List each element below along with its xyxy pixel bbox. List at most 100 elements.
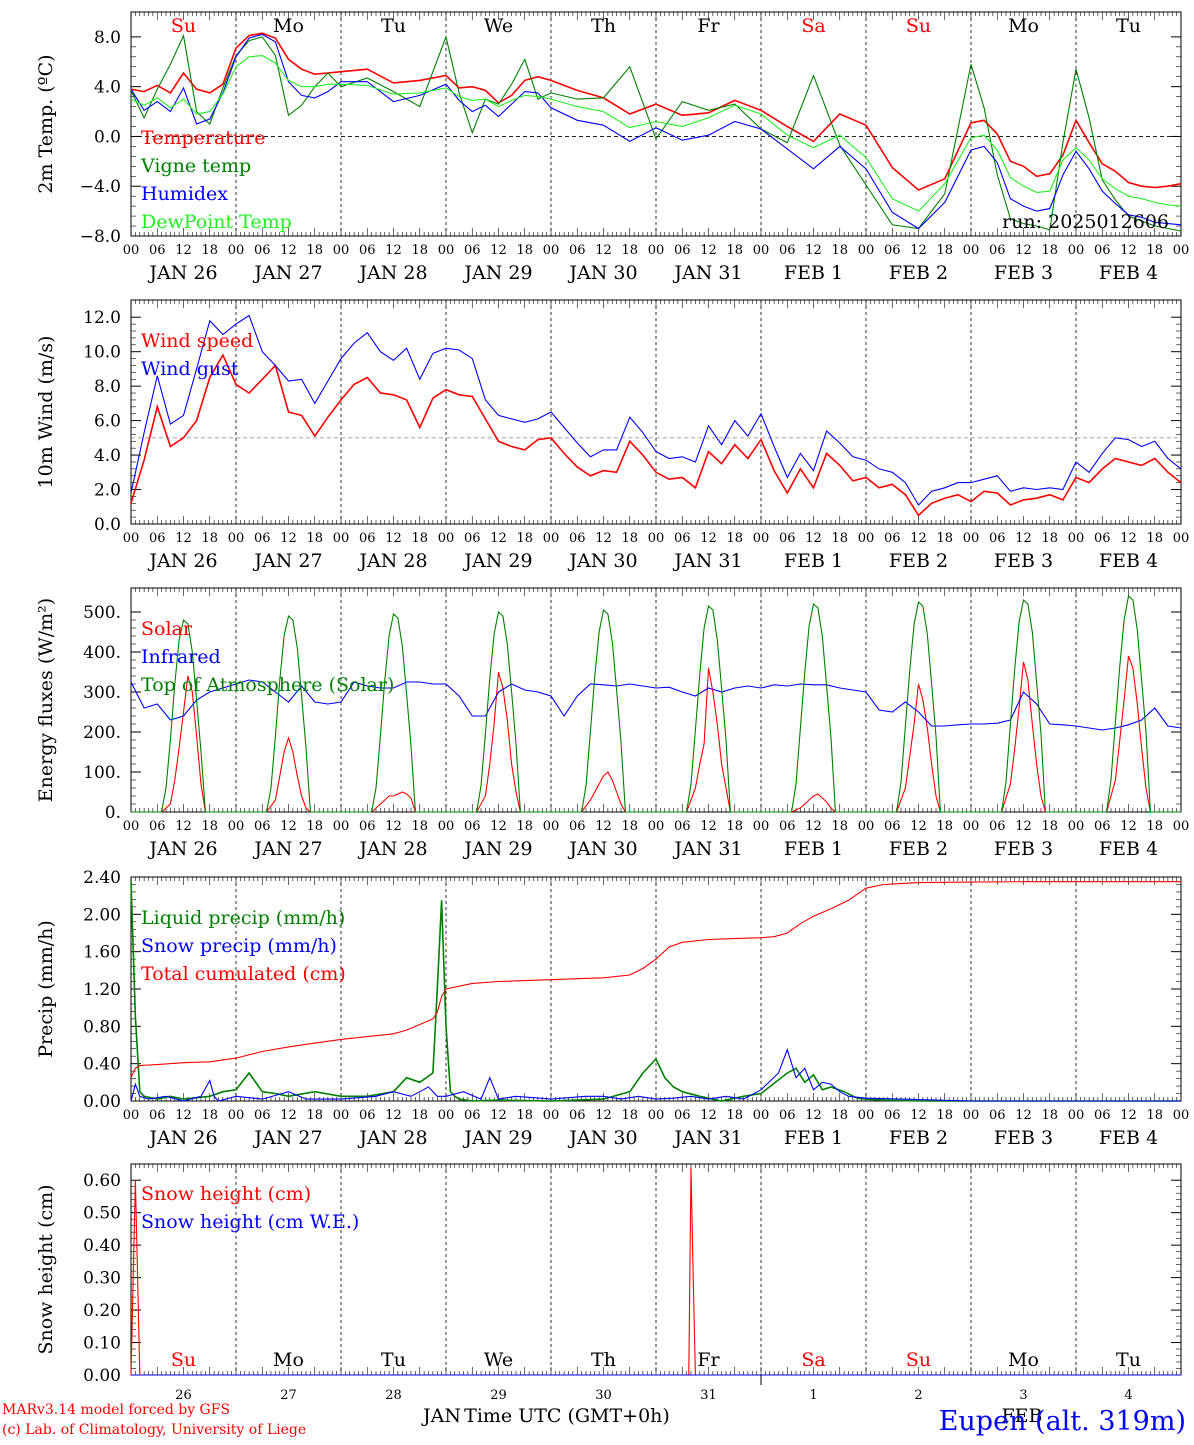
plot-frame <box>130 11 1182 237</box>
x-hour-label: 00 <box>1173 531 1190 546</box>
weekday-label: Sa <box>801 15 825 37</box>
legend-entry: Wind gust <box>141 358 239 380</box>
y-tick-label: 2.0 <box>94 481 121 501</box>
day-number-label: 31 <box>700 1388 717 1403</box>
x-hour-label: 00 <box>858 531 875 546</box>
x-hour-label: 00 <box>963 819 980 834</box>
y-tick-label: 0.40 <box>83 1055 121 1075</box>
x-hour-label: 06 <box>779 243 796 258</box>
y-tick-label: 0.40 <box>83 1236 121 1256</box>
x-hour-label: 12 <box>1120 1108 1137 1123</box>
weekday-label: We <box>484 1349 513 1371</box>
x-hour-label: 18 <box>411 531 428 546</box>
x-hour-label: 06 <box>884 1108 901 1123</box>
x-hour-label: 18 <box>726 1108 743 1123</box>
date-label: JAN 30 <box>567 550 637 572</box>
date-label: JAN 28 <box>357 262 427 284</box>
x-hour-label: 06 <box>359 819 376 834</box>
x-hour-label: 12 <box>385 531 402 546</box>
x-hour-label: 12 <box>910 531 927 546</box>
day-number-label: 4 <box>1124 1388 1132 1403</box>
x-hour-label: 18 <box>306 531 323 546</box>
y-tick-label: 0.80 <box>83 1017 121 1037</box>
x-hour-label: 06 <box>884 819 901 834</box>
x-hour-label: 12 <box>910 1108 927 1123</box>
x-hour-label: 12 <box>805 1108 822 1123</box>
x-hour-label: 12 <box>175 531 192 546</box>
x-hour-label: 12 <box>175 819 192 834</box>
y-tick-label: 1.20 <box>83 980 121 1000</box>
x-hour-label: 12 <box>1120 531 1137 546</box>
date-label: FEB 4 <box>1099 262 1158 284</box>
date-label: JAN 26 <box>147 262 217 284</box>
date-label: FEB 1 <box>784 1127 843 1149</box>
x-hour-label: 12 <box>595 531 612 546</box>
x-hour-label: 06 <box>464 1108 481 1123</box>
x-hour-label: 18 <box>621 531 638 546</box>
x-hour-label: 06 <box>884 243 901 258</box>
legend-entry: Snow height (cm W.E.) <box>141 1211 359 1233</box>
y-tick-label: 12.0 <box>83 308 121 328</box>
x-hour-label: 06 <box>149 1108 166 1123</box>
x-hour-label: 18 <box>1041 819 1058 834</box>
x-hour-label: 00 <box>648 1108 665 1123</box>
y-tick-label: 0.0 <box>94 515 121 535</box>
x-hour-label: 00 <box>1068 819 1085 834</box>
y-tick-label: 0. <box>105 803 121 823</box>
day-number-label: 2 <box>914 1388 922 1403</box>
weekday-label: Fr <box>697 15 720 37</box>
x-hour-label: 06 <box>254 531 271 546</box>
x-hour-label: 12 <box>595 243 612 258</box>
day-number-label: 3 <box>1019 1388 1027 1403</box>
date-label: FEB 3 <box>994 262 1053 284</box>
date-label: JAN 28 <box>357 838 427 860</box>
x-hour-label: 12 <box>280 819 297 834</box>
x-hour-label: 18 <box>1146 1108 1163 1123</box>
x-hour-label: 18 <box>411 1108 428 1123</box>
x-hour-label: 18 <box>936 1108 953 1123</box>
month-label-left: JAN <box>421 1405 461 1427</box>
date-label: FEB 3 <box>994 1127 1053 1149</box>
x-hour-label: 00 <box>1173 243 1190 258</box>
x-hour-label: 12 <box>1015 819 1032 834</box>
x-hour-label: 06 <box>464 819 481 834</box>
x-hour-label: 18 <box>201 243 218 258</box>
x-hour-label: 18 <box>726 531 743 546</box>
x-hour-label: 18 <box>516 243 533 258</box>
date-label: JAN 30 <box>567 262 637 284</box>
y-tick-label: 2.40 <box>83 868 121 888</box>
weekday-label: Sa <box>801 1349 825 1371</box>
x-hour-label: 06 <box>1094 243 1111 258</box>
x-hour-label: 12 <box>700 531 717 546</box>
y-tick-label: 6.0 <box>94 412 121 432</box>
x-hour-label: 06 <box>254 1108 271 1123</box>
x-hour-label: 00 <box>648 243 665 258</box>
x-hour-label: 18 <box>516 531 533 546</box>
date-label: FEB 3 <box>994 550 1053 572</box>
x-hour-label: 18 <box>306 243 323 258</box>
x-hour-label: 18 <box>1041 531 1058 546</box>
series-line-vigne-temp <box>130 33 1182 232</box>
y-tick-label: 0.30 <box>83 1269 121 1289</box>
x-hour-label: 06 <box>1094 531 1111 546</box>
y-axis-title: Energy fluxes (W/m²) <box>35 598 57 802</box>
y-tick-label: 10.0 <box>83 343 121 363</box>
x-hour-label: 00 <box>333 819 350 834</box>
series-line-wind-speed <box>130 353 1182 517</box>
date-label: JAN 27 <box>252 262 322 284</box>
x-hour-label: 06 <box>569 243 586 258</box>
y-tick-label: 0.00 <box>83 1366 121 1386</box>
date-label: FEB 2 <box>889 550 948 572</box>
x-hour-label: 12 <box>385 819 402 834</box>
weekday-label: Tu <box>381 15 406 37</box>
date-label: JAN 29 <box>462 1127 532 1149</box>
legend-entry: Infrared <box>141 646 221 668</box>
y-tick-label: 200. <box>83 723 121 743</box>
x-hour-label: 06 <box>989 243 1006 258</box>
date-label: FEB 2 <box>889 262 948 284</box>
x-hour-label: 06 <box>989 531 1006 546</box>
y-tick-label: 500. <box>83 603 121 623</box>
x-hour-label: 18 <box>936 243 953 258</box>
series-line-humidex <box>130 33 1182 230</box>
y-tick-label: 8.0 <box>94 377 121 397</box>
